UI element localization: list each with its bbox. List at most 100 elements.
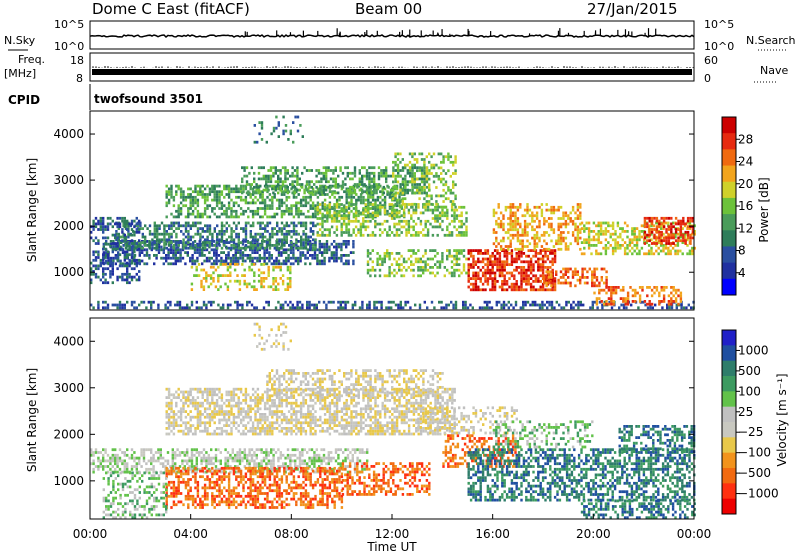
- power-cell: [412, 274, 414, 277]
- power-cell: [398, 196, 400, 199]
- power-cell: [112, 262, 114, 265]
- power-cell: [230, 213, 232, 216]
- power-cell: [508, 301, 510, 304]
- power-cell: [271, 236, 273, 239]
- power-cell: [579, 282, 581, 285]
- power-cell: [241, 166, 243, 169]
- power-cell: [413, 228, 415, 231]
- power-cell: [306, 169, 308, 172]
- power-cell: [305, 222, 307, 225]
- power-cell: [112, 273, 114, 276]
- power-cell: [216, 199, 218, 202]
- power-cell: [660, 250, 662, 253]
- power-cell: [233, 188, 235, 191]
- power-cell: [511, 272, 513, 275]
- power-cell: [447, 197, 449, 200]
- power-cell: [610, 289, 612, 292]
- power-cell: [197, 185, 199, 188]
- power-cell: [399, 161, 401, 164]
- power-cell: [512, 228, 514, 231]
- power-cell: [680, 225, 682, 228]
- power-cell: [380, 304, 382, 307]
- power-cell: [492, 260, 494, 263]
- power-cell: [432, 209, 434, 212]
- power-cell: [670, 300, 672, 303]
- power-cell: [104, 273, 106, 276]
- power-cell: [196, 257, 198, 260]
- power-cell: [248, 301, 250, 304]
- power-cell: [552, 252, 554, 255]
- power-cell: [161, 222, 163, 225]
- power-cell: [259, 233, 261, 236]
- power-cell: [217, 280, 219, 283]
- power-cell: [269, 185, 271, 188]
- power-cell: [293, 230, 295, 233]
- power-cell: [271, 233, 273, 236]
- power-cell: [508, 272, 510, 275]
- power-cell: [411, 203, 413, 206]
- power-cell: [464, 304, 466, 307]
- power-cell: [324, 228, 326, 231]
- power-cell: [211, 185, 213, 188]
- power-cell: [532, 274, 534, 277]
- power-cell: [488, 301, 490, 304]
- power-cell: [421, 167, 423, 170]
- power-cell: [116, 256, 118, 259]
- power-cell: [321, 231, 323, 234]
- power-cell: [263, 306, 265, 309]
- power-cell: [393, 217, 395, 220]
- power-cell: [327, 166, 329, 169]
- power-cell: [223, 213, 225, 216]
- power-cell: [251, 285, 253, 288]
- power-cell: [372, 231, 374, 234]
- power-cell: [235, 257, 237, 260]
- power-cell: [163, 227, 165, 230]
- power-cell: [319, 212, 321, 215]
- power-cell: [484, 272, 486, 275]
- power-cell: [614, 233, 616, 236]
- power-cell: [630, 304, 632, 307]
- power-cell: [373, 301, 375, 304]
- power-cell: [319, 228, 321, 231]
- power-cell: [341, 223, 343, 226]
- power-cell: [371, 172, 373, 175]
- power-cell: [179, 260, 181, 263]
- power-cell: [487, 280, 489, 283]
- power-cell: [166, 193, 168, 196]
- power-cell: [593, 238, 595, 241]
- power-cell: [627, 300, 629, 303]
- power-cell: [190, 227, 192, 230]
- power-cell: [116, 279, 118, 282]
- power-cell: [268, 274, 270, 277]
- power-cell: [634, 300, 636, 303]
- power-cell: [450, 301, 452, 304]
- power-cell: [262, 199, 264, 202]
- power-cell: [131, 256, 133, 259]
- power-cell: [284, 178, 286, 181]
- power-cell: [537, 269, 539, 272]
- power-cell: [246, 301, 248, 304]
- power-cell: [299, 301, 301, 304]
- power-cell: [555, 240, 557, 243]
- power-cell: [325, 189, 327, 192]
- power-cell: [199, 185, 201, 188]
- power-cell: [248, 172, 250, 175]
- power-cell: [522, 304, 524, 307]
- power-cell: [536, 217, 538, 220]
- power-cell: [102, 262, 104, 265]
- power-cell: [477, 277, 479, 280]
- power-cell: [514, 234, 516, 237]
- power-cell: [179, 257, 181, 260]
- power-cell: [399, 192, 401, 195]
- power-cell: [428, 183, 430, 186]
- power-cell: [581, 276, 583, 279]
- power-cell: [543, 223, 545, 226]
- power-cell: [163, 262, 165, 265]
- power-cell: [271, 262, 273, 265]
- power-cell: [481, 306, 483, 309]
- power-cell: [272, 277, 274, 280]
- power-cell: [610, 292, 612, 295]
- power-cell: [204, 202, 206, 205]
- power-cell: [610, 224, 612, 227]
- power-cell: [511, 263, 513, 266]
